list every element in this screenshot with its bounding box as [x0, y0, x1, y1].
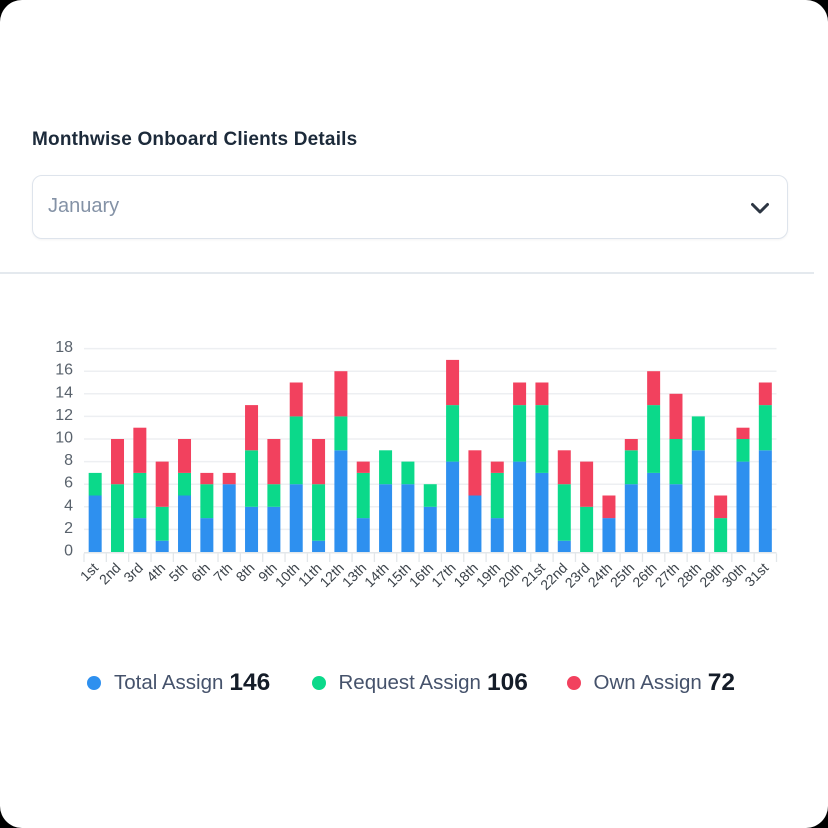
- svg-text:6: 6: [64, 475, 73, 492]
- svg-text:31st: 31st: [741, 560, 771, 590]
- svg-text:12: 12: [55, 407, 73, 424]
- svg-text:0: 0: [64, 543, 73, 560]
- svg-text:4th: 4th: [143, 560, 168, 585]
- svg-text:6th: 6th: [188, 560, 213, 585]
- svg-text:2: 2: [64, 520, 73, 537]
- svg-text:1st: 1st: [77, 560, 102, 585]
- svg-text:18: 18: [55, 339, 73, 356]
- svg-text:10: 10: [55, 430, 73, 447]
- svg-text:4: 4: [64, 497, 73, 514]
- svg-text:7th: 7th: [210, 560, 235, 585]
- svg-text:3rd: 3rd: [120, 560, 146, 586]
- svg-text:16: 16: [55, 362, 73, 379]
- svg-text:8: 8: [64, 452, 73, 469]
- svg-text:5th: 5th: [166, 560, 191, 585]
- svg-text:14: 14: [55, 384, 73, 401]
- svg-text:8th: 8th: [233, 560, 258, 585]
